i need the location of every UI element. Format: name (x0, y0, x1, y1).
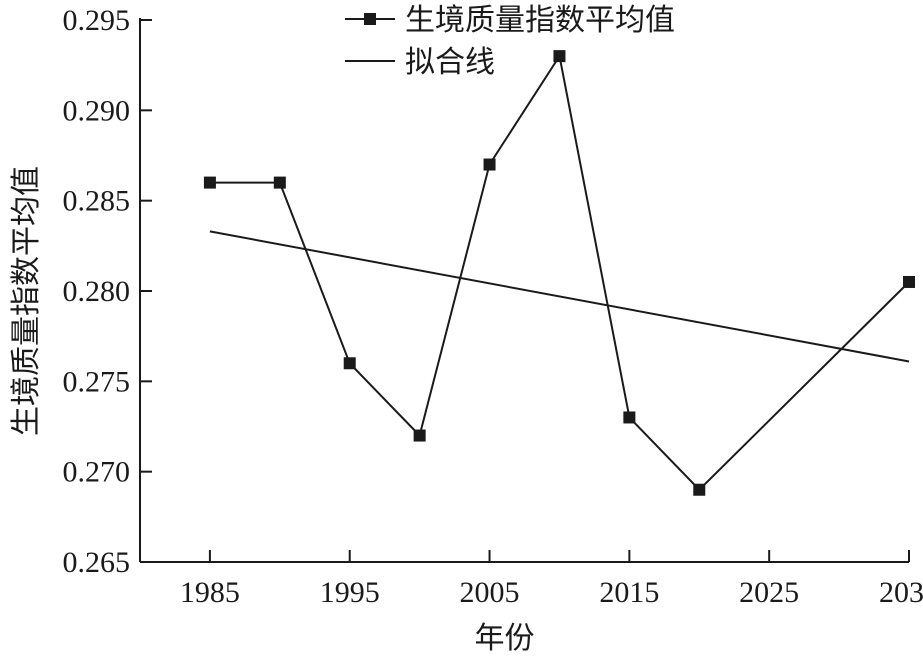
y-tick-label: 0.290 (63, 94, 131, 127)
y-tick-label: 0.285 (63, 185, 131, 218)
x-axis-label: 年份 (475, 621, 535, 656)
x-tick-label: 2025 (739, 576, 799, 609)
y-tick-label: 0.265 (63, 546, 131, 579)
data-point (903, 275, 915, 288)
data-point (273, 176, 286, 189)
x-tick-label: 2005 (460, 576, 520, 609)
data-line (209, 53, 910, 492)
data-point (413, 429, 426, 442)
y-tick-label: 0.295 (63, 4, 131, 37)
data-point (623, 411, 636, 424)
data-point (693, 483, 706, 496)
legend-marker (364, 13, 376, 25)
data-point (343, 357, 356, 370)
y-tick-label: 0.275 (63, 365, 131, 398)
legend-label-data: 生境质量指数平均值 (405, 3, 675, 38)
x-tick-label: 1995 (320, 576, 380, 609)
x-tick-label: 2015 (599, 576, 659, 609)
y-axis-label: 生境质量指数平均值 (9, 166, 44, 436)
fit-line (209, 230, 910, 363)
data-point (483, 158, 496, 171)
y-tick-label: 0.270 (63, 456, 131, 489)
x-ticks: 1985 1995 2005 2015 2025 2035 (180, 550, 923, 609)
x-tick-label: 1985 (180, 576, 240, 609)
series-layer (203, 50, 915, 496)
x-tick-label: 2035 (879, 576, 923, 609)
legend-label-fit: 拟合线 (405, 45, 495, 80)
data-point (203, 176, 216, 189)
y-ticks: 0.265 0.270 0.275 0.280 0.285 0.290 0.295 (63, 4, 152, 579)
data-point (553, 50, 566, 63)
y-tick-label: 0.280 (63, 275, 131, 308)
